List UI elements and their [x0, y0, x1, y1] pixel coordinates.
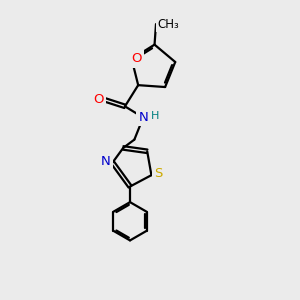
Text: N: N — [138, 111, 148, 124]
Text: O: O — [93, 93, 104, 106]
Text: O: O — [132, 52, 142, 65]
Text: H: H — [152, 111, 160, 121]
Text: S: S — [154, 167, 162, 180]
Text: CH₃: CH₃ — [158, 18, 179, 31]
Text: N: N — [101, 155, 111, 169]
